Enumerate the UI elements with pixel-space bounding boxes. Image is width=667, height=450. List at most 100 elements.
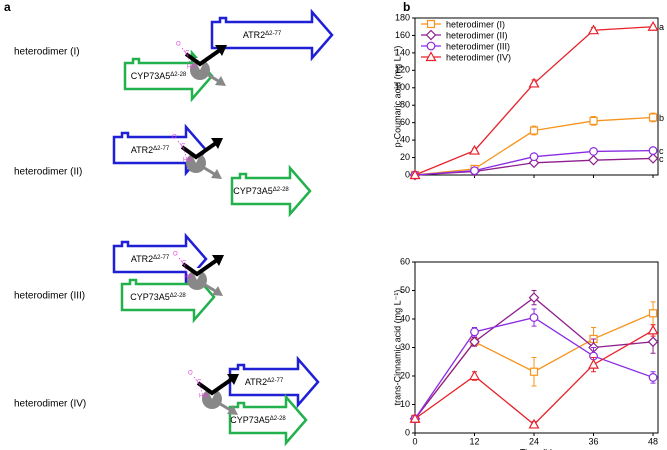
y-axis-title: trans-Cinnamic acid (mg L⁻¹) — [392, 290, 402, 406]
marker — [588, 24, 600, 35]
marker — [648, 373, 658, 382]
legend-marker — [425, 29, 437, 41]
gene-arrow — [228, 355, 320, 409]
enzyme-name: ATR2 — [245, 377, 267, 387]
enzyme-label: ATR2Δ2-77 — [131, 145, 170, 155]
y-tick-label: 50 — [400, 285, 410, 295]
marker — [589, 147, 598, 156]
plot-frame — [414, 261, 659, 434]
y-tick-label: 10 — [400, 399, 410, 409]
marker — [528, 292, 540, 303]
electron-arrow — [181, 258, 219, 277]
y-tick-label: 30 — [400, 342, 410, 352]
enzyme-superscript: Δ2-28 — [270, 416, 287, 422]
marker — [529, 313, 539, 322]
marker — [468, 144, 481, 155]
marker — [588, 154, 599, 166]
marker — [528, 77, 540, 88]
y-tick-label: 60 — [400, 256, 410, 266]
enzyme-label: CYP73A5Δ2-28 — [233, 186, 289, 196]
y-tick-label: 120 — [395, 65, 410, 75]
product-arrow-head — [211, 169, 222, 179]
annotation: c — [659, 146, 664, 156]
y-tick-label: 140 — [395, 47, 410, 57]
electron-arrow — [196, 377, 234, 396]
enzyme-name: CYP73A5 — [131, 71, 171, 81]
y-tick-label: 20 — [400, 152, 410, 162]
linker — [181, 47, 191, 65]
plot-frame — [414, 17, 659, 176]
linker-label: HN — [184, 275, 193, 281]
linker-label: C — [181, 144, 186, 150]
gene-arrow — [228, 393, 308, 447]
y-tick-label: 0 — [405, 427, 410, 437]
panel-label: b — [403, 0, 410, 14]
legend-marker — [426, 41, 436, 51]
annotation: b — [659, 113, 664, 123]
x-tick-label: 12 — [470, 436, 480, 446]
marker — [647, 336, 659, 348]
marker — [647, 20, 659, 31]
marker — [469, 336, 480, 348]
linker-label: C — [185, 51, 190, 57]
y-tick-label: 0 — [405, 169, 410, 179]
legend-label: heterodimer (III) — [446, 41, 510, 51]
linker-label: O — [172, 135, 177, 141]
marker — [409, 413, 421, 423]
enzyme-label: ATR2Δ2-77 — [131, 254, 170, 264]
x-tick-label: 36 — [589, 436, 599, 446]
enzyme-label: ATR2Δ2-77 — [243, 30, 282, 40]
enzyme-superscript: Δ2-77 — [265, 31, 282, 37]
enzyme-superscript: Δ2-28 — [170, 72, 187, 78]
construct-label: heterodimer (III) — [14, 291, 85, 302]
enzyme-superscript: Δ2-77 — [153, 146, 170, 152]
legend-marker — [425, 51, 437, 62]
marker — [647, 153, 659, 164]
y-axis-title: p-Coumaric acid (mg L⁻¹) — [392, 46, 402, 148]
gene-arrow — [112, 232, 208, 286]
y-tick-label: 180 — [395, 12, 410, 22]
y-tick-label: 40 — [400, 134, 410, 144]
enzyme-name: CYP73A5 — [230, 415, 270, 425]
marker — [529, 367, 539, 376]
enzyme-name: CYP73A5 — [130, 292, 170, 302]
legend-label: heterodimer (I) — [446, 19, 505, 29]
marker — [409, 169, 421, 180]
linker — [178, 257, 188, 275]
enzyme-name: ATR2 — [131, 145, 153, 155]
marker — [468, 370, 481, 381]
marker — [648, 113, 658, 122]
y-tick-label: 100 — [395, 82, 410, 92]
enzyme-label: CYP73A5Δ2-28 — [131, 71, 187, 81]
marker — [588, 358, 600, 369]
gene-arrow — [210, 8, 334, 62]
marker — [589, 116, 598, 126]
enzyme-superscript: Δ2-77 — [153, 255, 170, 261]
gene-arrow — [112, 123, 208, 177]
marker — [528, 157, 540, 169]
linker-label: O — [188, 371, 193, 377]
linker-label: HN — [187, 65, 196, 71]
construct-label: heterodimer (I) — [14, 47, 80, 58]
marker — [647, 324, 659, 335]
electron-arrow — [180, 141, 218, 160]
linker-label: C — [197, 380, 202, 386]
enzyme-label: CYP73A5Δ2-28 — [130, 292, 186, 302]
marker — [470, 166, 479, 176]
product-arrow-head — [215, 76, 226, 86]
linker-label: C — [182, 261, 187, 267]
marker — [529, 126, 539, 135]
y-tick-label: 60 — [400, 117, 410, 127]
electron-arrow-head — [227, 374, 239, 385]
electron-arrow-head — [215, 45, 227, 56]
x-tick-label: 24 — [529, 436, 539, 446]
annotation: a — [659, 22, 664, 32]
x-tick-label: 0 — [412, 436, 417, 446]
enzyme-superscript: Δ2-28 — [273, 187, 290, 193]
enzyme-label: CYP73A5Δ2-28 — [230, 415, 286, 425]
enzyme-name: CYP73A5 — [233, 186, 273, 196]
y-tick-label: 40 — [400, 313, 410, 323]
marker — [528, 418, 540, 429]
